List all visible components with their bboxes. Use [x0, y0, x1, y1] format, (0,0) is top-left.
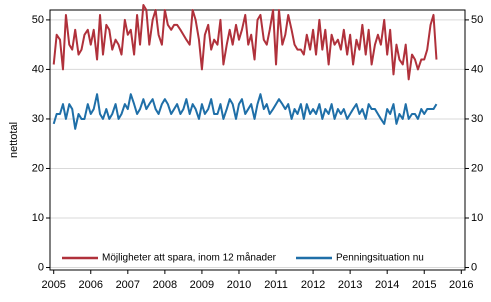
- x-tick-label: 2015: [412, 279, 436, 291]
- legend-label: Penningsituation nu: [336, 253, 424, 264]
- y-tick-label: 50: [32, 14, 44, 26]
- y-tick-label: 20: [32, 162, 44, 174]
- plot-frame: [49, 9, 466, 271]
- x-tick-label: 2008: [153, 279, 177, 291]
- x-tick-label: 2013: [338, 279, 362, 291]
- y-tick-label: 40: [32, 63, 44, 75]
- y2-tick-label: 20: [471, 162, 483, 174]
- y2-tick-label: 0: [471, 261, 477, 273]
- legend-box: [58, 250, 450, 266]
- y2-tick-label: 10: [471, 212, 483, 224]
- x-tick-label: 2007: [116, 279, 140, 291]
- x-tick-label: 2005: [41, 279, 65, 291]
- y-axis-label: nettotal: [8, 122, 20, 158]
- legend-label: Möjligheter att spara, inom 12 månader: [102, 252, 277, 264]
- y2-tick-label: 50: [471, 14, 483, 26]
- y-tick-label: 30: [32, 113, 44, 125]
- y2-tick-label: 40: [471, 63, 483, 75]
- series-line: [52, 4, 438, 81]
- x-tick-label: 2009: [190, 279, 214, 291]
- x-tick-label: 2011: [264, 279, 288, 291]
- y2-tick-label: 30: [471, 113, 483, 125]
- x-tick-label: 2014: [375, 279, 399, 291]
- series-line: [52, 93, 438, 130]
- y-tick-label: 0: [38, 261, 44, 273]
- y-tick-label: 10: [32, 212, 44, 224]
- x-tick-label: 2012: [301, 279, 325, 291]
- x-tick-label: 2006: [79, 279, 103, 291]
- x-tick-label: 2016: [449, 279, 473, 291]
- x-tick-label: 2010: [227, 279, 251, 291]
